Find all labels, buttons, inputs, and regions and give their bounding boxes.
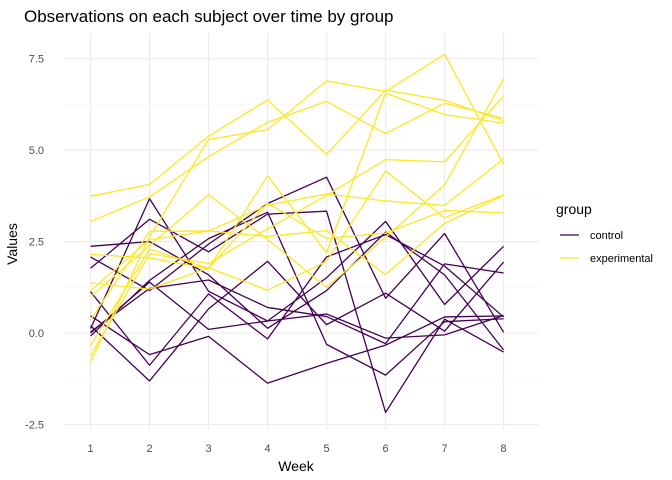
y-tick-label: -2.5 bbox=[25, 420, 44, 432]
chart-title: Observations on each subject over time b… bbox=[24, 7, 393, 26]
control-series-line-8 bbox=[90, 211, 504, 376]
experimental-series-line-15 bbox=[90, 78, 505, 298]
control-series-line-7 bbox=[90, 263, 504, 345]
experimental-series-line-18 bbox=[89, 53, 505, 363]
x-tick-label: 7 bbox=[442, 443, 448, 455]
legend-label-experimental: experimental bbox=[590, 253, 653, 265]
x-axis-title: Week bbox=[278, 458, 315, 474]
experimental-series-line-19 bbox=[90, 170, 504, 291]
control-series-line-6 bbox=[90, 231, 505, 351]
y-tick-label: 5.0 bbox=[29, 145, 44, 157]
y-tick-labels: -2.5 0.0 2.5 5.0 7.5 bbox=[25, 54, 44, 432]
x-tick-label: 2 bbox=[146, 443, 152, 455]
x-tick-labels: 1 2 3 4 5 6 7 8 bbox=[87, 443, 506, 455]
experimental-series-line-20 bbox=[90, 158, 504, 321]
experimental-series-line-11 bbox=[90, 89, 504, 197]
control-series-line-2 bbox=[90, 233, 505, 366]
legend: group control experimental bbox=[556, 201, 653, 265]
x-tick-label: 4 bbox=[265, 443, 271, 455]
control-series-line-1 bbox=[90, 260, 505, 382]
experimental-series-line-14 bbox=[89, 202, 504, 347]
series-lines bbox=[89, 53, 505, 414]
y-tick-label: 7.5 bbox=[29, 54, 44, 66]
y-axis-title: Values bbox=[4, 223, 20, 265]
experimental-series-line-17 bbox=[90, 194, 504, 292]
experimental-series-line-16 bbox=[90, 92, 504, 270]
control-series-line-9 bbox=[89, 198, 505, 329]
y-tick-label: 0.0 bbox=[29, 328, 44, 340]
experimental-series-line-12 bbox=[90, 100, 504, 223]
legend-title: group bbox=[556, 201, 592, 217]
legend-label-control: control bbox=[590, 230, 623, 242]
x-tick-label: 6 bbox=[383, 443, 389, 455]
y-tick-label: 2.5 bbox=[29, 237, 44, 249]
experimental-series-line-13 bbox=[89, 95, 505, 357]
x-tick-label: 3 bbox=[206, 443, 212, 455]
x-tick-label: 5 bbox=[324, 443, 330, 455]
control-series-line-5 bbox=[90, 315, 504, 384]
x-tick-label: 8 bbox=[501, 443, 507, 455]
control-series-line-4 bbox=[90, 176, 505, 333]
x-tick-label: 1 bbox=[87, 443, 93, 455]
